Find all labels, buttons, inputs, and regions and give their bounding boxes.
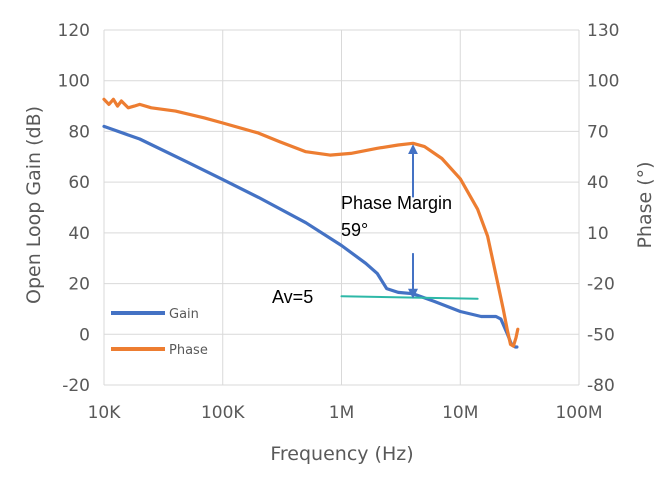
y-tick-label: 20 bbox=[68, 275, 90, 295]
av-label: Av=5 bbox=[272, 287, 313, 307]
y2-tick-label: 10 bbox=[587, 224, 609, 244]
y2-tick-label: -50 bbox=[587, 325, 615, 345]
y-tick-label: 120 bbox=[58, 21, 90, 41]
x-tick-label: 100M bbox=[555, 403, 602, 423]
y2-tick-label: 100 bbox=[587, 72, 619, 92]
x-tick-label: 10M bbox=[442, 403, 478, 423]
y-tick-label: 100 bbox=[58, 72, 90, 92]
y2-axis-title: Phase (°) bbox=[634, 161, 656, 248]
series-lines bbox=[102, 97, 520, 349]
y2-tick-label: 70 bbox=[587, 122, 609, 142]
x-axis-title: Frequency (Hz) bbox=[270, 443, 413, 465]
legend-label-gain: Gain bbox=[169, 307, 199, 322]
x-tick-label: 10K bbox=[88, 403, 122, 423]
y2-tick-label: -20 bbox=[587, 275, 615, 295]
y-tick-label: 80 bbox=[68, 122, 90, 142]
y-axis-title: Open Loop Gain (dB) bbox=[23, 106, 45, 304]
legend-label-phase: Phase bbox=[169, 343, 208, 358]
y2-tick-label: 40 bbox=[587, 173, 609, 193]
y2-tick-label: -80 bbox=[587, 376, 615, 396]
phase-margin-label: Phase Margin bbox=[341, 193, 452, 213]
phase-line bbox=[102, 97, 520, 348]
y2-axis-ticks: 130 100 70 40 10 -20 -50 -80 bbox=[587, 21, 619, 396]
grid-lines bbox=[103, 29, 580, 386]
y-tick-label: 40 bbox=[68, 224, 90, 244]
gain-line bbox=[102, 124, 519, 349]
y-tick-label: 0 bbox=[79, 325, 90, 345]
x-tick-label: 1M bbox=[329, 403, 354, 423]
y-axis-ticks: 120 100 80 60 40 20 0 -20 bbox=[58, 21, 90, 396]
x-axis-ticks: 10K 100K 1M 10M 100M bbox=[88, 403, 603, 423]
av-reference-line bbox=[340, 295, 479, 300]
legend: Gain Phase bbox=[111, 307, 208, 358]
x-tick-label: 100K bbox=[201, 403, 245, 423]
y-tick-label: -20 bbox=[62, 376, 90, 396]
phase-margin-value: 59° bbox=[341, 220, 368, 240]
y-tick-label: 60 bbox=[68, 173, 90, 193]
y2-tick-label: 130 bbox=[587, 21, 619, 41]
